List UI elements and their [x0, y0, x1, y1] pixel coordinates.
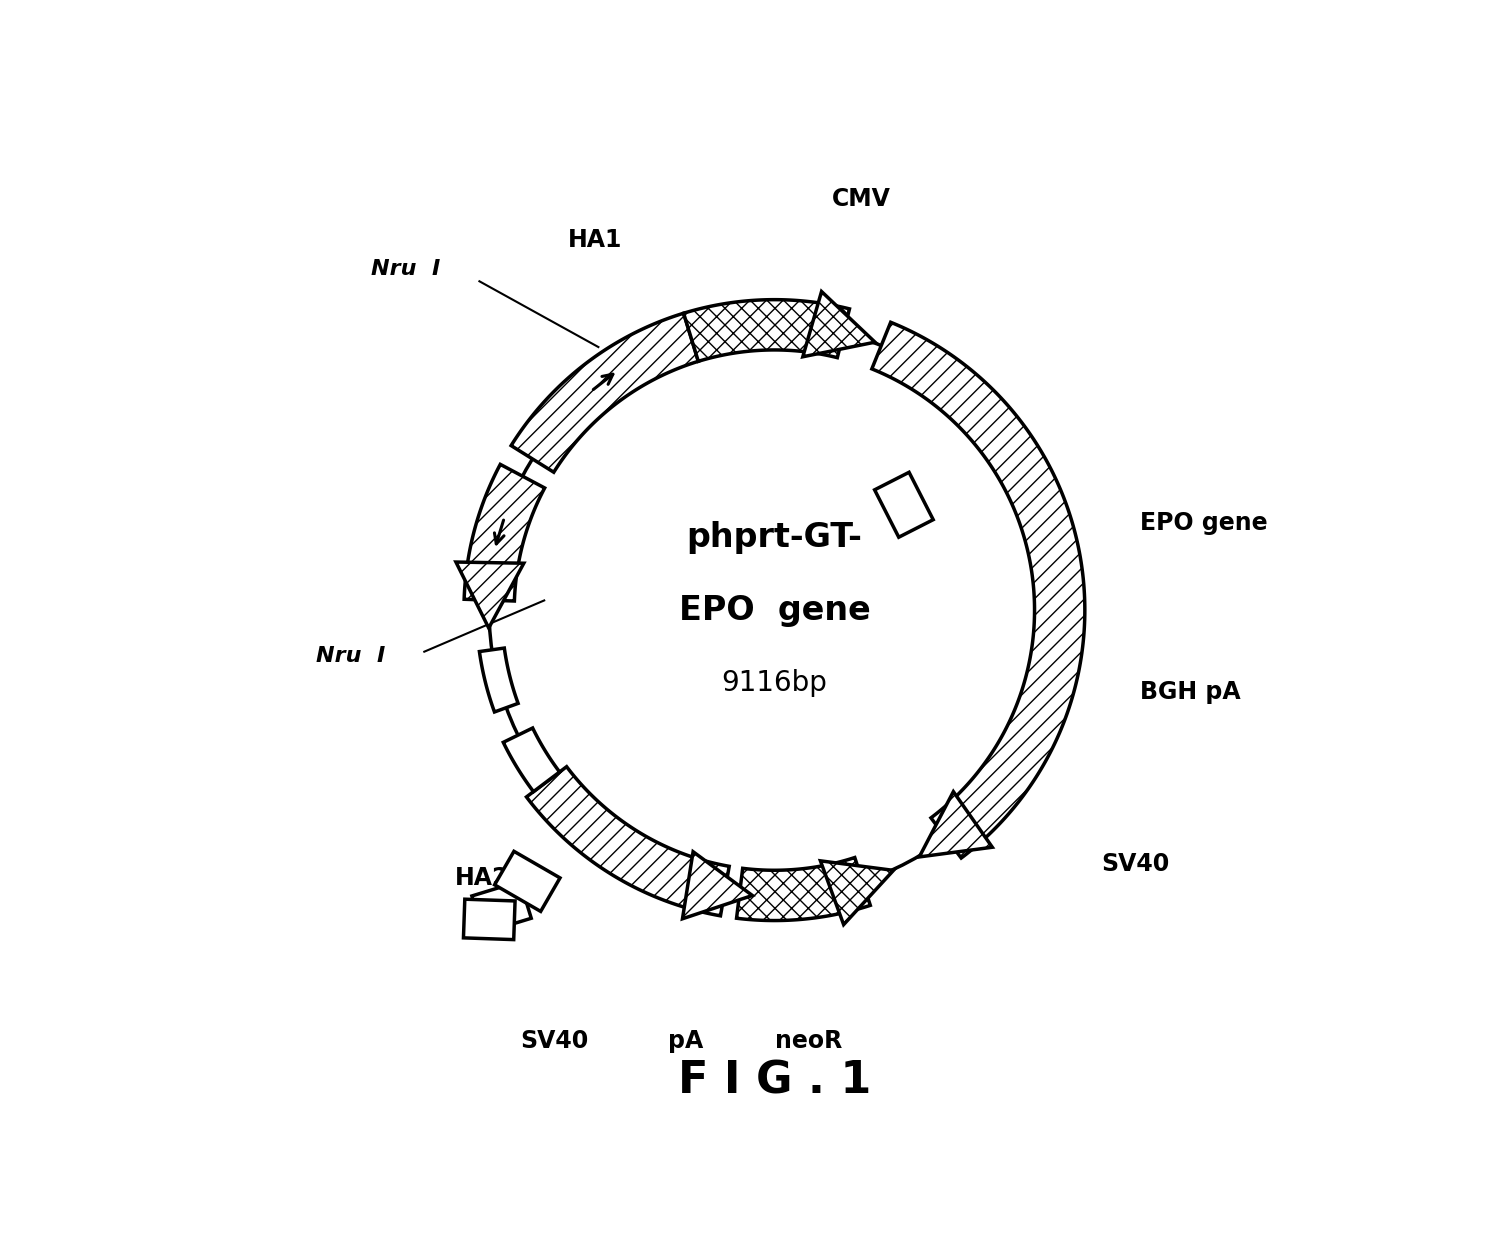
Polygon shape — [456, 561, 524, 628]
Text: HA2: HA2 — [455, 865, 509, 891]
Text: phprt-GT-: phprt-GT- — [686, 521, 863, 554]
Polygon shape — [820, 860, 893, 924]
Text: 9116bp: 9116bp — [721, 668, 828, 697]
Polygon shape — [872, 323, 1085, 858]
Text: pA: pA — [668, 1029, 703, 1053]
Text: Nru  I: Nru I — [316, 646, 385, 666]
Polygon shape — [802, 291, 875, 357]
Text: BGH pA: BGH pA — [1139, 681, 1241, 705]
Text: Nru  I: Nru I — [372, 259, 441, 279]
Text: F I G . 1: F I G . 1 — [678, 1060, 870, 1103]
Polygon shape — [526, 766, 730, 916]
Polygon shape — [503, 728, 559, 791]
Text: EPO  gene: EPO gene — [678, 594, 870, 627]
Polygon shape — [919, 791, 993, 857]
Text: EPO gene: EPO gene — [1139, 511, 1268, 535]
Text: HA1: HA1 — [568, 229, 623, 252]
Text: SV40: SV40 — [1102, 853, 1170, 877]
Polygon shape — [683, 300, 849, 362]
Text: neoR: neoR — [775, 1029, 842, 1053]
Polygon shape — [875, 472, 934, 538]
Polygon shape — [464, 899, 515, 939]
Polygon shape — [471, 882, 532, 933]
Polygon shape — [494, 852, 561, 912]
Text: CMV: CMV — [833, 187, 891, 211]
Polygon shape — [464, 465, 544, 602]
Polygon shape — [736, 858, 870, 921]
Polygon shape — [479, 648, 518, 712]
Polygon shape — [683, 852, 752, 919]
Text: SV40: SV40 — [521, 1029, 589, 1053]
Polygon shape — [511, 313, 698, 472]
